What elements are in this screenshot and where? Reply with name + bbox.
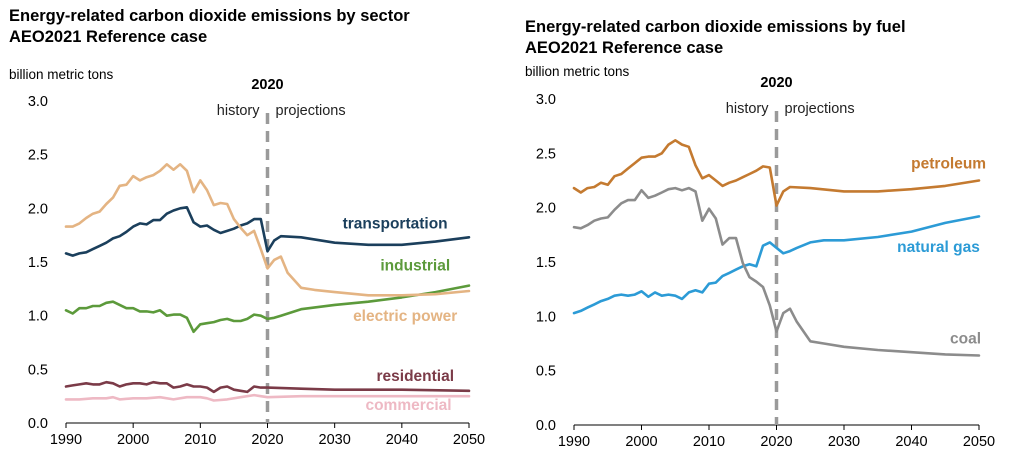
- series-label-residential: residential: [377, 368, 455, 385]
- series-label-petroleum: petroleum: [911, 156, 986, 173]
- y-tick-label: 1.5: [536, 255, 556, 271]
- x-tick-label: 1990: [558, 434, 590, 450]
- x-tick-label: 2040: [895, 434, 927, 450]
- x-tick-label: 2040: [386, 432, 418, 448]
- chart-title-line2: AEO2021 Reference case: [9, 28, 208, 46]
- series-line-natural-gas: [572, 215, 981, 315]
- series-label-transportation: transportation: [343, 216, 448, 233]
- y-tick-label: 0.5: [536, 364, 556, 380]
- x-tick-label: 2000: [117, 432, 149, 448]
- series-line-commercial: [64, 393, 471, 402]
- y-tick-label: 3.0: [28, 94, 48, 110]
- divider-year-label: 2020: [251, 77, 283, 93]
- y-tick-label: 2.0: [536, 201, 556, 217]
- series-line-coal: [572, 186, 981, 357]
- y-tick-label: 1.0: [536, 309, 556, 325]
- sector-chart-plot: 1990 2000 2010 2020 2030 2040 2050 0.0 0.5 1.0 1.5…: [28, 77, 485, 448]
- y-axis-unit-label: billion metric tons: [9, 67, 114, 82]
- y-tick-label: 2.5: [536, 146, 556, 162]
- chart-title-line1: Energy-related carbon dioxide emissions …: [525, 18, 906, 36]
- x-tick-label: 2010: [693, 434, 725, 450]
- x-tick-label: 2020: [760, 434, 792, 450]
- y-tick-label: 0.0: [28, 416, 48, 432]
- y-tick-label: 1.0: [28, 309, 48, 325]
- series-line-electric-power: [64, 163, 471, 297]
- history-label: history: [217, 103, 260, 119]
- chart-title-line2: AEO2021 Reference case: [525, 39, 724, 57]
- x-tick-label: 2020: [251, 432, 283, 448]
- series-label-industrial: industrial: [380, 258, 450, 275]
- projections-label: projections: [276, 103, 346, 119]
- projections-label: projections: [785, 101, 855, 117]
- series-line-industrial: [64, 284, 471, 334]
- fuel-chart-plot: 1990 2000 2010 2020 2030 2040 2050 0.0 0.5 1.0 1.5…: [536, 75, 995, 450]
- history-label: history: [726, 101, 769, 117]
- x-tick-label: 1990: [50, 432, 82, 448]
- y-tick-label: 0.5: [28, 362, 48, 378]
- series-label-electric-power: electric power: [353, 308, 457, 325]
- series-label-coal: coal: [950, 331, 981, 348]
- fuel-chart-panel: Energy-related carbon dioxide emissions …: [512, 0, 1024, 463]
- chart-title-line1: Energy-related carbon dioxide emissions …: [9, 7, 410, 25]
- x-tick-label: 2050: [453, 432, 485, 448]
- series-line-petroleum: [572, 139, 981, 207]
- x-tick-label: 2010: [184, 432, 216, 448]
- series-line-residential: [64, 380, 471, 394]
- series-label-commercial: commercial: [365, 397, 451, 414]
- sector-chart-panel: Energy-related carbon dioxide emissions …: [9, 7, 485, 448]
- y-tick-label: 1.5: [28, 255, 48, 271]
- y-tick-label: 3.0: [536, 92, 556, 108]
- x-tick-label: 2030: [319, 432, 351, 448]
- series-line-transportation: [64, 206, 471, 257]
- y-tick-label: 2.5: [28, 148, 48, 164]
- x-tick-label: 2030: [828, 434, 860, 450]
- y-axis-unit-label: billion metric tons: [525, 64, 630, 79]
- x-tick-label: 2050: [963, 434, 995, 450]
- series-label-natural-gas: natural gas: [897, 239, 980, 256]
- divider-year-label: 2020: [760, 75, 792, 91]
- y-tick-label: 0.0: [536, 418, 556, 434]
- y-tick-label: 2.0: [28, 201, 48, 217]
- x-tick-label: 2000: [625, 434, 657, 450]
